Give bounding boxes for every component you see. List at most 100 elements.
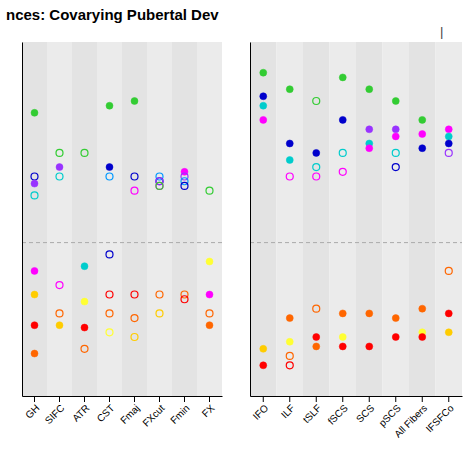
point bbox=[339, 149, 346, 156]
point bbox=[56, 322, 63, 329]
point bbox=[31, 109, 38, 116]
x-tick-mark bbox=[84, 396, 85, 402]
x-tick-label: GH bbox=[23, 402, 41, 420]
point bbox=[106, 173, 113, 180]
point bbox=[366, 310, 373, 317]
point bbox=[445, 133, 452, 140]
point bbox=[286, 352, 293, 359]
x-tick-mark bbox=[289, 396, 290, 402]
y-axis bbox=[22, 43, 23, 397]
point bbox=[260, 345, 267, 352]
x-axis-line bbox=[251, 396, 463, 397]
point bbox=[156, 291, 163, 298]
x-tick-mark bbox=[316, 396, 317, 402]
point bbox=[313, 334, 320, 341]
x-tick: tSLF bbox=[301, 396, 324, 425]
point bbox=[313, 173, 320, 180]
x-tick-mark bbox=[59, 396, 60, 402]
point bbox=[81, 324, 88, 331]
point bbox=[56, 173, 63, 180]
column-band bbox=[197, 42, 222, 396]
point bbox=[181, 296, 188, 303]
point bbox=[131, 291, 138, 298]
column-band bbox=[303, 42, 330, 396]
point bbox=[131, 334, 138, 341]
x-tick: FXcut bbox=[140, 396, 166, 429]
point bbox=[31, 180, 38, 187]
point bbox=[392, 133, 399, 140]
point bbox=[366, 343, 373, 350]
point bbox=[286, 173, 293, 180]
point bbox=[260, 93, 267, 100]
point bbox=[206, 187, 213, 194]
x-tick-label: Fmaj bbox=[118, 402, 142, 426]
point bbox=[106, 310, 113, 317]
point bbox=[419, 131, 426, 138]
point bbox=[392, 98, 399, 105]
point bbox=[206, 310, 213, 317]
point bbox=[313, 98, 320, 105]
chart: GHSIFCATRCSTFmajFXcutFminFXnces: Covaryi… bbox=[0, 0, 474, 474]
point bbox=[131, 173, 138, 180]
point bbox=[206, 258, 213, 265]
point bbox=[131, 315, 138, 322]
panel: GHSIFCATRCSTFmajFXcutFminFX bbox=[22, 42, 223, 429]
x-tick-mark bbox=[184, 396, 185, 402]
point bbox=[392, 149, 399, 156]
point bbox=[56, 149, 63, 156]
x-tick-mark bbox=[109, 396, 110, 402]
column-band bbox=[147, 42, 172, 396]
column-band bbox=[409, 42, 436, 396]
point bbox=[286, 157, 293, 164]
column-band bbox=[72, 42, 97, 396]
point bbox=[106, 329, 113, 336]
points bbox=[31, 98, 213, 358]
x-tick: GH bbox=[23, 396, 41, 421]
point bbox=[366, 145, 373, 152]
point bbox=[366, 86, 373, 93]
x-tick: IFSFCo bbox=[424, 396, 456, 435]
x-tick-label: IFO bbox=[251, 402, 271, 422]
point bbox=[339, 310, 346, 317]
x-tick-mark bbox=[448, 396, 449, 402]
x-tick-label: tSLF bbox=[301, 402, 324, 425]
point bbox=[206, 291, 213, 298]
x-tick-mark bbox=[134, 396, 135, 402]
point bbox=[106, 102, 113, 109]
title: nces: Covarying Pubertal Dev bbox=[6, 6, 219, 23]
column-band bbox=[22, 42, 47, 396]
column-band bbox=[122, 42, 147, 396]
point bbox=[56, 282, 63, 289]
column-bands bbox=[250, 42, 462, 396]
y-axis bbox=[250, 43, 251, 397]
point bbox=[445, 310, 452, 317]
x-tick: FX bbox=[200, 396, 217, 419]
x-tick-mark bbox=[209, 396, 210, 402]
column-bands bbox=[22, 42, 222, 396]
point bbox=[286, 338, 293, 345]
point bbox=[260, 69, 267, 76]
x-tick-mark bbox=[263, 396, 264, 402]
x-tick-mark bbox=[342, 396, 343, 402]
point bbox=[339, 168, 346, 175]
column-band bbox=[97, 42, 122, 396]
x-axis: GHSIFCATRCSTFmajFXcutFminFX bbox=[23, 396, 223, 429]
x-tick: SCS bbox=[354, 396, 377, 425]
point bbox=[286, 86, 293, 93]
point bbox=[206, 322, 213, 329]
point bbox=[31, 267, 38, 274]
point bbox=[392, 126, 399, 133]
column-band bbox=[436, 42, 463, 396]
point bbox=[106, 164, 113, 171]
point bbox=[260, 102, 267, 109]
x-tick: Fmin bbox=[168, 396, 192, 426]
x-tick-label: FXcut bbox=[140, 402, 166, 428]
point bbox=[339, 343, 346, 350]
point bbox=[81, 298, 88, 305]
x-tick-mark bbox=[422, 396, 423, 402]
point bbox=[366, 126, 373, 133]
x-tick-label: FX bbox=[200, 402, 217, 419]
x-tick: IFO bbox=[251, 396, 271, 422]
point bbox=[31, 291, 38, 298]
y-axis-line bbox=[22, 43, 23, 397]
